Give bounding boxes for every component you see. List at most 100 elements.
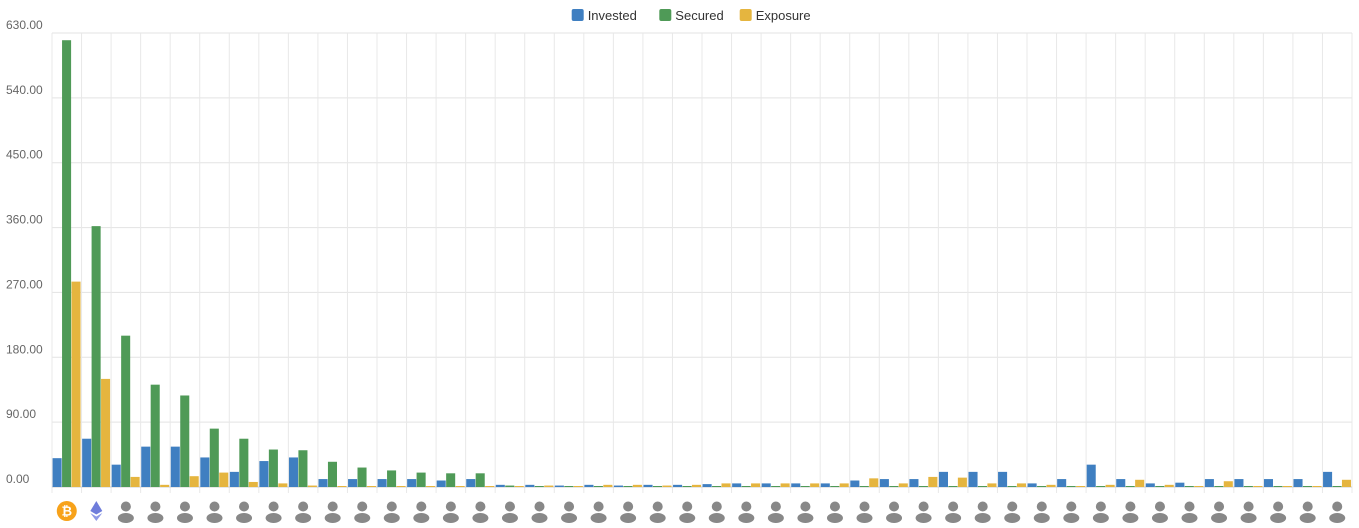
- bar-exposure[interactable]: [307, 485, 317, 487]
- bar-exposure[interactable]: [1076, 486, 1086, 487]
- legend-item-exposure[interactable]: Exposure: [739, 8, 811, 23]
- bar-exposure[interactable]: [219, 472, 229, 487]
- bar-secured[interactable]: [564, 486, 574, 487]
- bar-secured[interactable]: [446, 473, 456, 487]
- bar-exposure[interactable]: [928, 476, 938, 487]
- bar-secured[interactable]: [534, 486, 544, 487]
- bar-secured[interactable]: [357, 467, 367, 487]
- bar-secured[interactable]: [1302, 486, 1312, 487]
- bar-exposure[interactable]: [1282, 486, 1292, 487]
- bar-invested[interactable]: [702, 484, 712, 487]
- bar-secured[interactable]: [800, 486, 810, 487]
- bar-invested[interactable]: [52, 458, 62, 487]
- bar-secured[interactable]: [918, 486, 928, 487]
- bar-invested[interactable]: [288, 457, 298, 487]
- bar-exposure[interactable]: [426, 486, 436, 487]
- bar-secured[interactable]: [652, 486, 662, 487]
- bar-invested[interactable]: [407, 479, 417, 487]
- bar-invested[interactable]: [259, 461, 269, 487]
- bar-exposure[interactable]: [810, 483, 820, 487]
- bar-secured[interactable]: [830, 486, 840, 487]
- bar-invested[interactable]: [820, 483, 830, 487]
- bar-exposure[interactable]: [957, 477, 967, 487]
- bar-secured[interactable]: [150, 384, 160, 487]
- bar-secured[interactable]: [505, 485, 515, 487]
- bar-invested[interactable]: [170, 446, 180, 487]
- bar-invested[interactable]: [938, 471, 948, 487]
- bar-invested[interactable]: [643, 484, 653, 487]
- bar-exposure[interactable]: [1135, 479, 1145, 487]
- bar-exposure[interactable]: [337, 486, 347, 487]
- bar-invested[interactable]: [850, 480, 860, 487]
- bar-invested[interactable]: [584, 484, 594, 487]
- legend-item-invested[interactable]: Invested: [571, 8, 637, 23]
- bar-secured[interactable]: [268, 449, 278, 487]
- bar-invested[interactable]: [554, 485, 564, 487]
- bar-exposure[interactable]: [1164, 484, 1174, 487]
- bar-exposure[interactable]: [1312, 486, 1322, 487]
- bar-secured[interactable]: [239, 438, 249, 487]
- bar-secured[interactable]: [180, 395, 190, 487]
- bar-secured[interactable]: [387, 470, 397, 487]
- bar-invested[interactable]: [909, 479, 919, 487]
- bar-secured[interactable]: [948, 486, 958, 487]
- bar-exposure[interactable]: [662, 485, 672, 487]
- bar-invested[interactable]: [1145, 483, 1155, 487]
- bar-exposure[interactable]: [366, 486, 376, 487]
- bar-invested[interactable]: [111, 464, 121, 487]
- bar-secured[interactable]: [1332, 486, 1342, 487]
- bar-invested[interactable]: [377, 479, 387, 487]
- bar-secured[interactable]: [1184, 486, 1194, 487]
- bar-secured[interactable]: [1066, 486, 1076, 487]
- bar-secured[interactable]: [1273, 486, 1283, 487]
- bar-secured[interactable]: [121, 335, 131, 487]
- bar-invested[interactable]: [613, 485, 623, 487]
- bar-exposure[interactable]: [869, 478, 879, 487]
- bar-invested[interactable]: [791, 483, 801, 487]
- bar-invested[interactable]: [761, 483, 771, 487]
- bar-secured[interactable]: [623, 486, 633, 487]
- bar-secured[interactable]: [416, 472, 426, 487]
- bar-secured[interactable]: [712, 486, 722, 487]
- bar-invested[interactable]: [1204, 479, 1214, 487]
- bar-invested[interactable]: [968, 471, 978, 487]
- bar-exposure[interactable]: [1046, 484, 1056, 487]
- bar-invested[interactable]: [436, 480, 446, 487]
- bar-secured[interactable]: [209, 428, 219, 487]
- bar-exposure[interactable]: [751, 483, 761, 487]
- bar-exposure[interactable]: [1341, 479, 1351, 487]
- bar-secured[interactable]: [859, 486, 869, 487]
- bar-invested[interactable]: [466, 479, 476, 487]
- bar-secured[interactable]: [977, 486, 987, 487]
- bar-exposure[interactable]: [898, 483, 908, 487]
- bar-invested[interactable]: [1323, 471, 1333, 487]
- bar-exposure[interactable]: [160, 484, 170, 487]
- bar-exposure[interactable]: [1223, 481, 1233, 487]
- bar-invested[interactable]: [1293, 479, 1303, 487]
- bar-exposure[interactable]: [278, 483, 288, 487]
- legend[interactable]: Invested Secured Exposure: [571, 8, 811, 23]
- bar-invested[interactable]: [673, 484, 683, 487]
- bar-exposure[interactable]: [632, 484, 642, 487]
- bar-exposure[interactable]: [130, 476, 140, 487]
- bar-invested[interactable]: [1175, 482, 1185, 487]
- bar-exposure[interactable]: [514, 486, 524, 487]
- bar-invested[interactable]: [525, 484, 535, 487]
- bar-invested[interactable]: [998, 471, 1008, 487]
- bar-exposure[interactable]: [189, 476, 199, 487]
- bar-secured[interactable]: [475, 473, 485, 487]
- bar-secured[interactable]: [682, 486, 692, 487]
- bar-exposure[interactable]: [101, 378, 111, 487]
- bar-exposure[interactable]: [485, 486, 495, 487]
- bar-exposure[interactable]: [1105, 484, 1115, 487]
- bar-secured[interactable]: [1214, 486, 1224, 487]
- bar-exposure[interactable]: [396, 486, 406, 487]
- bar-invested[interactable]: [318, 479, 328, 487]
- bar-invested[interactable]: [1263, 479, 1273, 487]
- bar-invested[interactable]: [732, 483, 742, 487]
- bar-invested[interactable]: [495, 484, 505, 487]
- bar-exposure[interactable]: [1194, 486, 1204, 487]
- legend-item-secured[interactable]: Secured: [659, 8, 724, 23]
- bar-secured[interactable]: [1037, 486, 1047, 487]
- bar-invested[interactable]: [1086, 464, 1096, 487]
